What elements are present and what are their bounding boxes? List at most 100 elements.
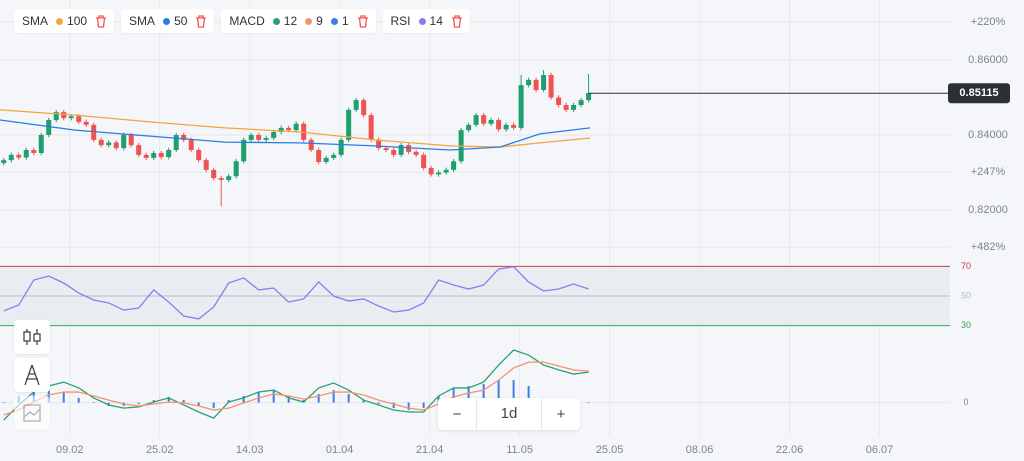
- last-price-box: [948, 83, 1010, 104]
- candle-body: [76, 116, 82, 122]
- zoom-out-button[interactable]: −: [452, 405, 462, 423]
- histogram-bar: [362, 400, 365, 403]
- candle-body: [406, 145, 412, 152]
- histogram-bar: [152, 400, 155, 403]
- candle-body: [346, 109, 352, 140]
- candle-body: [61, 112, 67, 119]
- indicator-line: [3, 349, 589, 421]
- indicator-bar: SMA 100 SMA 50 MACD 12 9 1 RSI 14: [14, 9, 470, 33]
- y-tick-label: 0: [963, 397, 968, 407]
- candle-body: [563, 105, 569, 110]
- candle-body: [233, 161, 239, 177]
- x-tick-label: 25.02: [146, 444, 174, 456]
- candle-body: [226, 176, 232, 180]
- candle-body: [451, 161, 457, 170]
- candle-body: [443, 169, 449, 173]
- candles-icon: [23, 329, 41, 345]
- candle-body: [218, 178, 224, 180]
- indicator-line: [3, 361, 589, 416]
- indicator-line: [0, 119, 591, 151]
- histogram-bar: [422, 402, 425, 409]
- zoom-in-button[interactable]: +: [556, 405, 566, 423]
- candle-body: [98, 139, 104, 146]
- x-tick-label: 21.04: [416, 444, 444, 456]
- indicator-chip[interactable]: SMA 50: [121, 9, 215, 33]
- delete-icon[interactable]: [357, 14, 369, 28]
- candle-body: [68, 116, 74, 119]
- candle-body: [248, 135, 254, 140]
- x-tick-label: 25.05: [596, 444, 624, 456]
- candle-body: [128, 135, 134, 146]
- candle-body: [316, 150, 322, 162]
- histogram-bar: [212, 402, 215, 409]
- indicator-name: SMA: [129, 14, 156, 28]
- histogram-bar: [347, 394, 350, 403]
- histogram-bar: [272, 390, 275, 403]
- candle-body: [533, 79, 539, 90]
- interval-button[interactable]: 1d: [476, 398, 542, 430]
- candle-body: [196, 150, 202, 161]
- candle-body: [376, 139, 382, 149]
- color-dot: [56, 17, 64, 25]
- histogram-bar: [317, 394, 320, 403]
- candle-body: [368, 115, 374, 140]
- y-tick-label: 0.84000: [968, 129, 1008, 141]
- delete-icon[interactable]: [95, 14, 107, 28]
- histogram-bar: [392, 402, 395, 409]
- candle-body: [571, 105, 577, 110]
- histogram-bar: [452, 387, 455, 403]
- histogram-bar: [467, 385, 470, 403]
- candle-body: [46, 120, 52, 135]
- color-dot: [305, 17, 313, 25]
- candle-body: [526, 79, 532, 86]
- candle-body: [121, 135, 127, 149]
- indicator-chip[interactable]: MACD 12 9 1: [221, 9, 376, 33]
- delete-icon[interactable]: [451, 14, 463, 28]
- candle-body: [481, 115, 487, 124]
- indicator-line: [3, 266, 589, 320]
- candle-body: [106, 142, 112, 146]
- x-tick-label: 22.06: [776, 444, 804, 456]
- histogram-bar: [167, 396, 170, 403]
- chart-type-button[interactable]: [14, 320, 50, 354]
- candle-body: [398, 145, 404, 155]
- histogram-bar: [242, 395, 245, 403]
- candle-body: [16, 154, 22, 158]
- indicator-chip[interactable]: RSI 14: [382, 9, 470, 33]
- candle-body: [473, 115, 479, 125]
- indicators-icon: [23, 404, 41, 422]
- histogram-bar: [227, 400, 230, 403]
- candle-body: [1, 160, 7, 164]
- candle-body: [173, 135, 179, 150]
- candle-body: [323, 157, 329, 162]
- candle-body: [286, 127, 292, 131]
- candle-body: [353, 100, 359, 110]
- histogram-bar: [377, 402, 380, 404]
- candle-body: [548, 75, 554, 98]
- y-tick-label: 30: [961, 320, 971, 330]
- y-tick-label: 0.82000: [968, 204, 1008, 216]
- indicator-chip[interactable]: SMA 100: [14, 9, 115, 33]
- candle-body: [578, 100, 584, 105]
- delete-icon[interactable]: [195, 14, 207, 28]
- candle-body: [23, 150, 29, 158]
- x-tick-label: 09.02: [56, 444, 84, 456]
- candle-body: [278, 127, 284, 132]
- candle-body: [38, 135, 44, 153]
- drawing-tools-button[interactable]: [14, 358, 50, 392]
- y-tick-label: +482%: [971, 241, 1006, 253]
- candle-body: [211, 169, 217, 179]
- candle-body: [188, 139, 194, 150]
- x-tick-label: 08.06: [686, 444, 714, 456]
- histogram-bar: [527, 385, 530, 403]
- candle-body: [488, 120, 494, 124]
- candle-body: [503, 124, 509, 130]
- indicator-param: 14: [429, 14, 443, 28]
- indicators-button[interactable]: [14, 396, 50, 430]
- zoom-control: − 1d +: [438, 398, 580, 430]
- histogram-bar: [197, 402, 200, 406]
- candle-body: [158, 153, 164, 158]
- indicator-param: 50: [174, 14, 188, 28]
- indicator-name: SMA: [22, 14, 49, 28]
